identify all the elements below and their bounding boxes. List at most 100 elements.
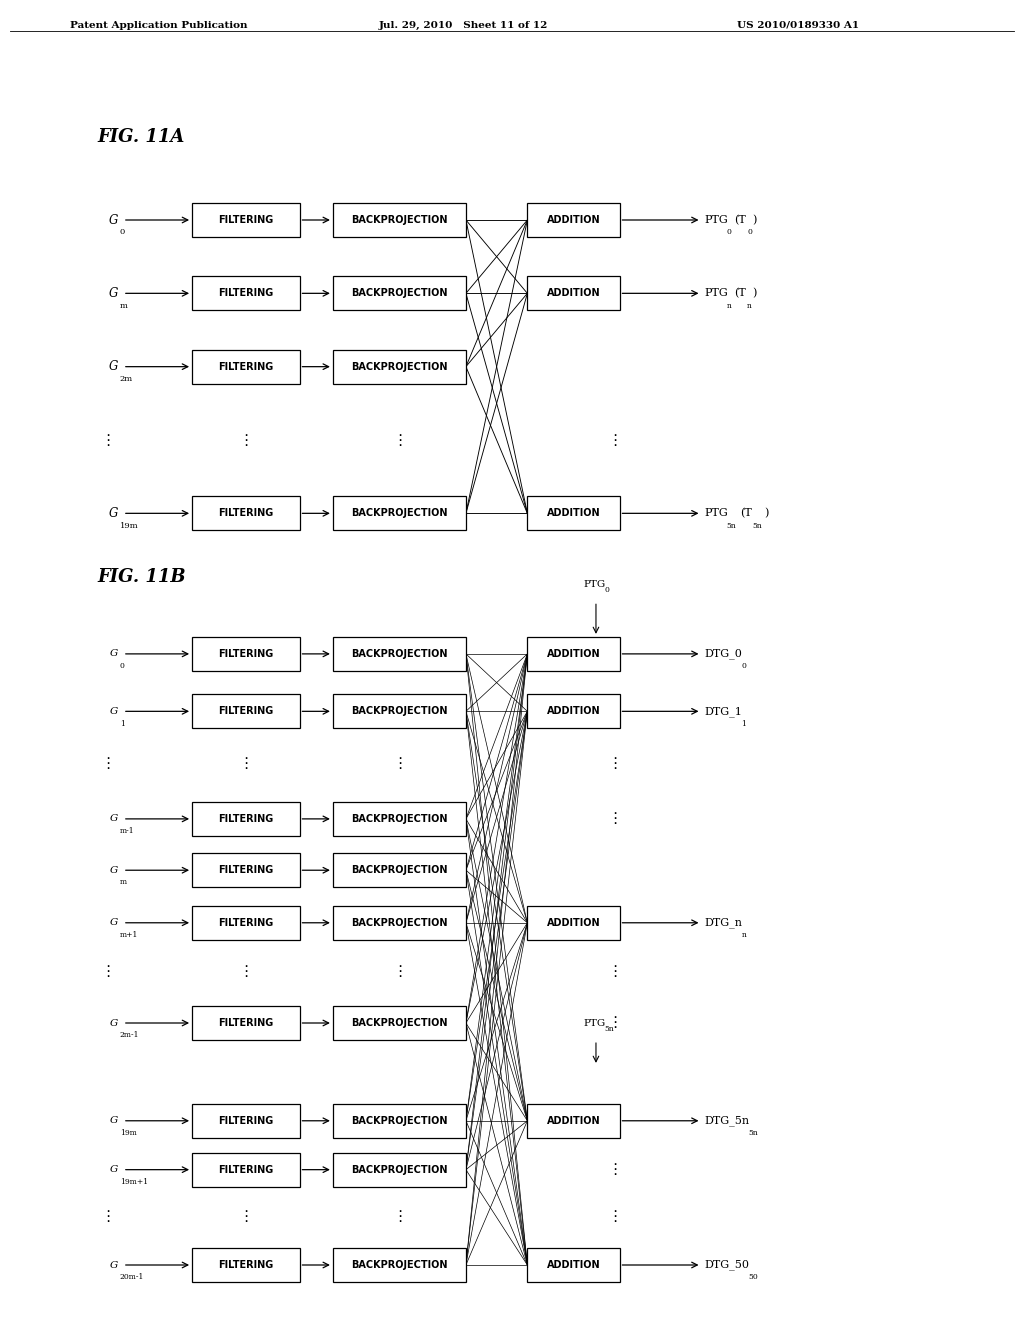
Text: ⋮: ⋮ bbox=[607, 1209, 622, 1224]
Text: G: G bbox=[110, 1019, 118, 1027]
Bar bbox=[193, 906, 299, 940]
Text: 5n: 5n bbox=[749, 1129, 759, 1137]
Text: FILTERING: FILTERING bbox=[218, 508, 273, 519]
Text: 2m: 2m bbox=[120, 375, 133, 383]
Bar bbox=[527, 636, 620, 671]
Text: FIG. 11A: FIG. 11A bbox=[97, 128, 184, 147]
Text: DTG_n: DTG_n bbox=[705, 917, 742, 928]
Text: ⋮: ⋮ bbox=[607, 1162, 622, 1177]
Text: ⋮: ⋮ bbox=[100, 756, 115, 771]
Bar bbox=[527, 496, 620, 531]
Bar bbox=[527, 1104, 620, 1138]
Text: ⋮: ⋮ bbox=[607, 433, 622, 447]
Text: 5n: 5n bbox=[753, 521, 763, 529]
Text: ⋮: ⋮ bbox=[607, 964, 622, 979]
Text: ): ) bbox=[753, 215, 757, 226]
Text: ADDITION: ADDITION bbox=[547, 917, 600, 928]
Text: ⋮: ⋮ bbox=[239, 964, 253, 979]
Bar bbox=[193, 1104, 299, 1138]
Text: G: G bbox=[109, 286, 118, 300]
Text: (T: (T bbox=[734, 215, 746, 226]
Text: 5n: 5n bbox=[727, 521, 736, 529]
Text: 1: 1 bbox=[741, 719, 746, 727]
Text: US 2010/0189330 A1: US 2010/0189330 A1 bbox=[737, 21, 859, 30]
Text: 50: 50 bbox=[749, 1274, 759, 1282]
Text: DTG_1: DTG_1 bbox=[705, 706, 742, 717]
Text: G: G bbox=[110, 706, 118, 715]
Text: BACKPROJECTION: BACKPROJECTION bbox=[351, 1261, 447, 1270]
Bar bbox=[527, 203, 620, 238]
Bar bbox=[193, 801, 299, 836]
Bar bbox=[527, 276, 620, 310]
Text: FILTERING: FILTERING bbox=[218, 1261, 273, 1270]
Text: ⋮: ⋮ bbox=[239, 756, 253, 771]
Bar bbox=[333, 853, 466, 887]
Text: FILTERING: FILTERING bbox=[218, 917, 273, 928]
Bar bbox=[193, 694, 299, 729]
Bar bbox=[333, 1247, 466, 1282]
Bar bbox=[333, 276, 466, 310]
Bar bbox=[193, 1006, 299, 1040]
Text: G: G bbox=[109, 214, 118, 227]
Text: BACKPROJECTION: BACKPROJECTION bbox=[351, 362, 447, 372]
Text: DTG_5n: DTG_5n bbox=[705, 1115, 750, 1126]
Text: 5n: 5n bbox=[604, 1026, 614, 1034]
Text: n: n bbox=[748, 301, 752, 310]
Text: n: n bbox=[741, 931, 746, 939]
Text: PTG: PTG bbox=[705, 288, 728, 298]
Text: ): ) bbox=[764, 508, 768, 519]
Text: PTG: PTG bbox=[584, 1019, 606, 1027]
Text: ⋮: ⋮ bbox=[607, 756, 622, 771]
Bar bbox=[193, 496, 299, 531]
Text: G: G bbox=[110, 1117, 118, 1125]
Text: 2m-1: 2m-1 bbox=[120, 1031, 139, 1039]
Bar bbox=[333, 203, 466, 238]
Bar bbox=[527, 1247, 620, 1282]
Text: 0: 0 bbox=[120, 663, 125, 671]
Bar bbox=[193, 636, 299, 671]
Bar bbox=[333, 496, 466, 531]
Text: PTG: PTG bbox=[705, 508, 728, 519]
Bar bbox=[193, 276, 299, 310]
Bar bbox=[527, 906, 620, 940]
Text: Jul. 29, 2010   Sheet 11 of 12: Jul. 29, 2010 Sheet 11 of 12 bbox=[379, 21, 548, 30]
Text: 0: 0 bbox=[727, 228, 731, 236]
Text: 19m: 19m bbox=[120, 1129, 136, 1137]
Text: n: n bbox=[727, 301, 731, 310]
Text: m: m bbox=[120, 878, 127, 887]
Text: ⋮: ⋮ bbox=[607, 1015, 622, 1031]
Text: BACKPROJECTION: BACKPROJECTION bbox=[351, 814, 447, 824]
Text: ADDITION: ADDITION bbox=[547, 288, 600, 298]
Text: BACKPROJECTION: BACKPROJECTION bbox=[351, 1115, 447, 1126]
Text: DTG_0: DTG_0 bbox=[705, 648, 742, 659]
Text: ⋮: ⋮ bbox=[392, 964, 407, 979]
Text: BACKPROJECTION: BACKPROJECTION bbox=[351, 288, 447, 298]
Text: G: G bbox=[110, 866, 118, 875]
Bar bbox=[333, 1006, 466, 1040]
Text: G: G bbox=[110, 1261, 118, 1270]
Text: m+1: m+1 bbox=[120, 931, 138, 939]
Text: G: G bbox=[110, 649, 118, 659]
Text: FILTERING: FILTERING bbox=[218, 215, 273, 224]
Text: BACKPROJECTION: BACKPROJECTION bbox=[351, 215, 447, 224]
Text: FILTERING: FILTERING bbox=[218, 288, 273, 298]
Text: ⋮: ⋮ bbox=[100, 964, 115, 979]
Text: FILTERING: FILTERING bbox=[218, 706, 273, 717]
Text: ): ) bbox=[753, 288, 757, 298]
Text: FILTERING: FILTERING bbox=[218, 362, 273, 372]
Text: m-1: m-1 bbox=[120, 828, 134, 836]
Bar bbox=[193, 203, 299, 238]
Text: ⋮: ⋮ bbox=[239, 433, 253, 447]
Text: FILTERING: FILTERING bbox=[218, 1018, 273, 1028]
Text: ⋮: ⋮ bbox=[100, 1209, 115, 1224]
Text: FILTERING: FILTERING bbox=[218, 1115, 273, 1126]
Text: G: G bbox=[110, 919, 118, 927]
Text: 19m: 19m bbox=[120, 521, 138, 529]
Text: G: G bbox=[109, 360, 118, 374]
Text: 20m-1: 20m-1 bbox=[120, 1274, 144, 1282]
Text: BACKPROJECTION: BACKPROJECTION bbox=[351, 865, 447, 875]
Text: FILTERING: FILTERING bbox=[218, 649, 273, 659]
Text: G: G bbox=[110, 1166, 118, 1175]
Text: BACKPROJECTION: BACKPROJECTION bbox=[351, 1018, 447, 1028]
Bar bbox=[193, 1152, 299, 1187]
